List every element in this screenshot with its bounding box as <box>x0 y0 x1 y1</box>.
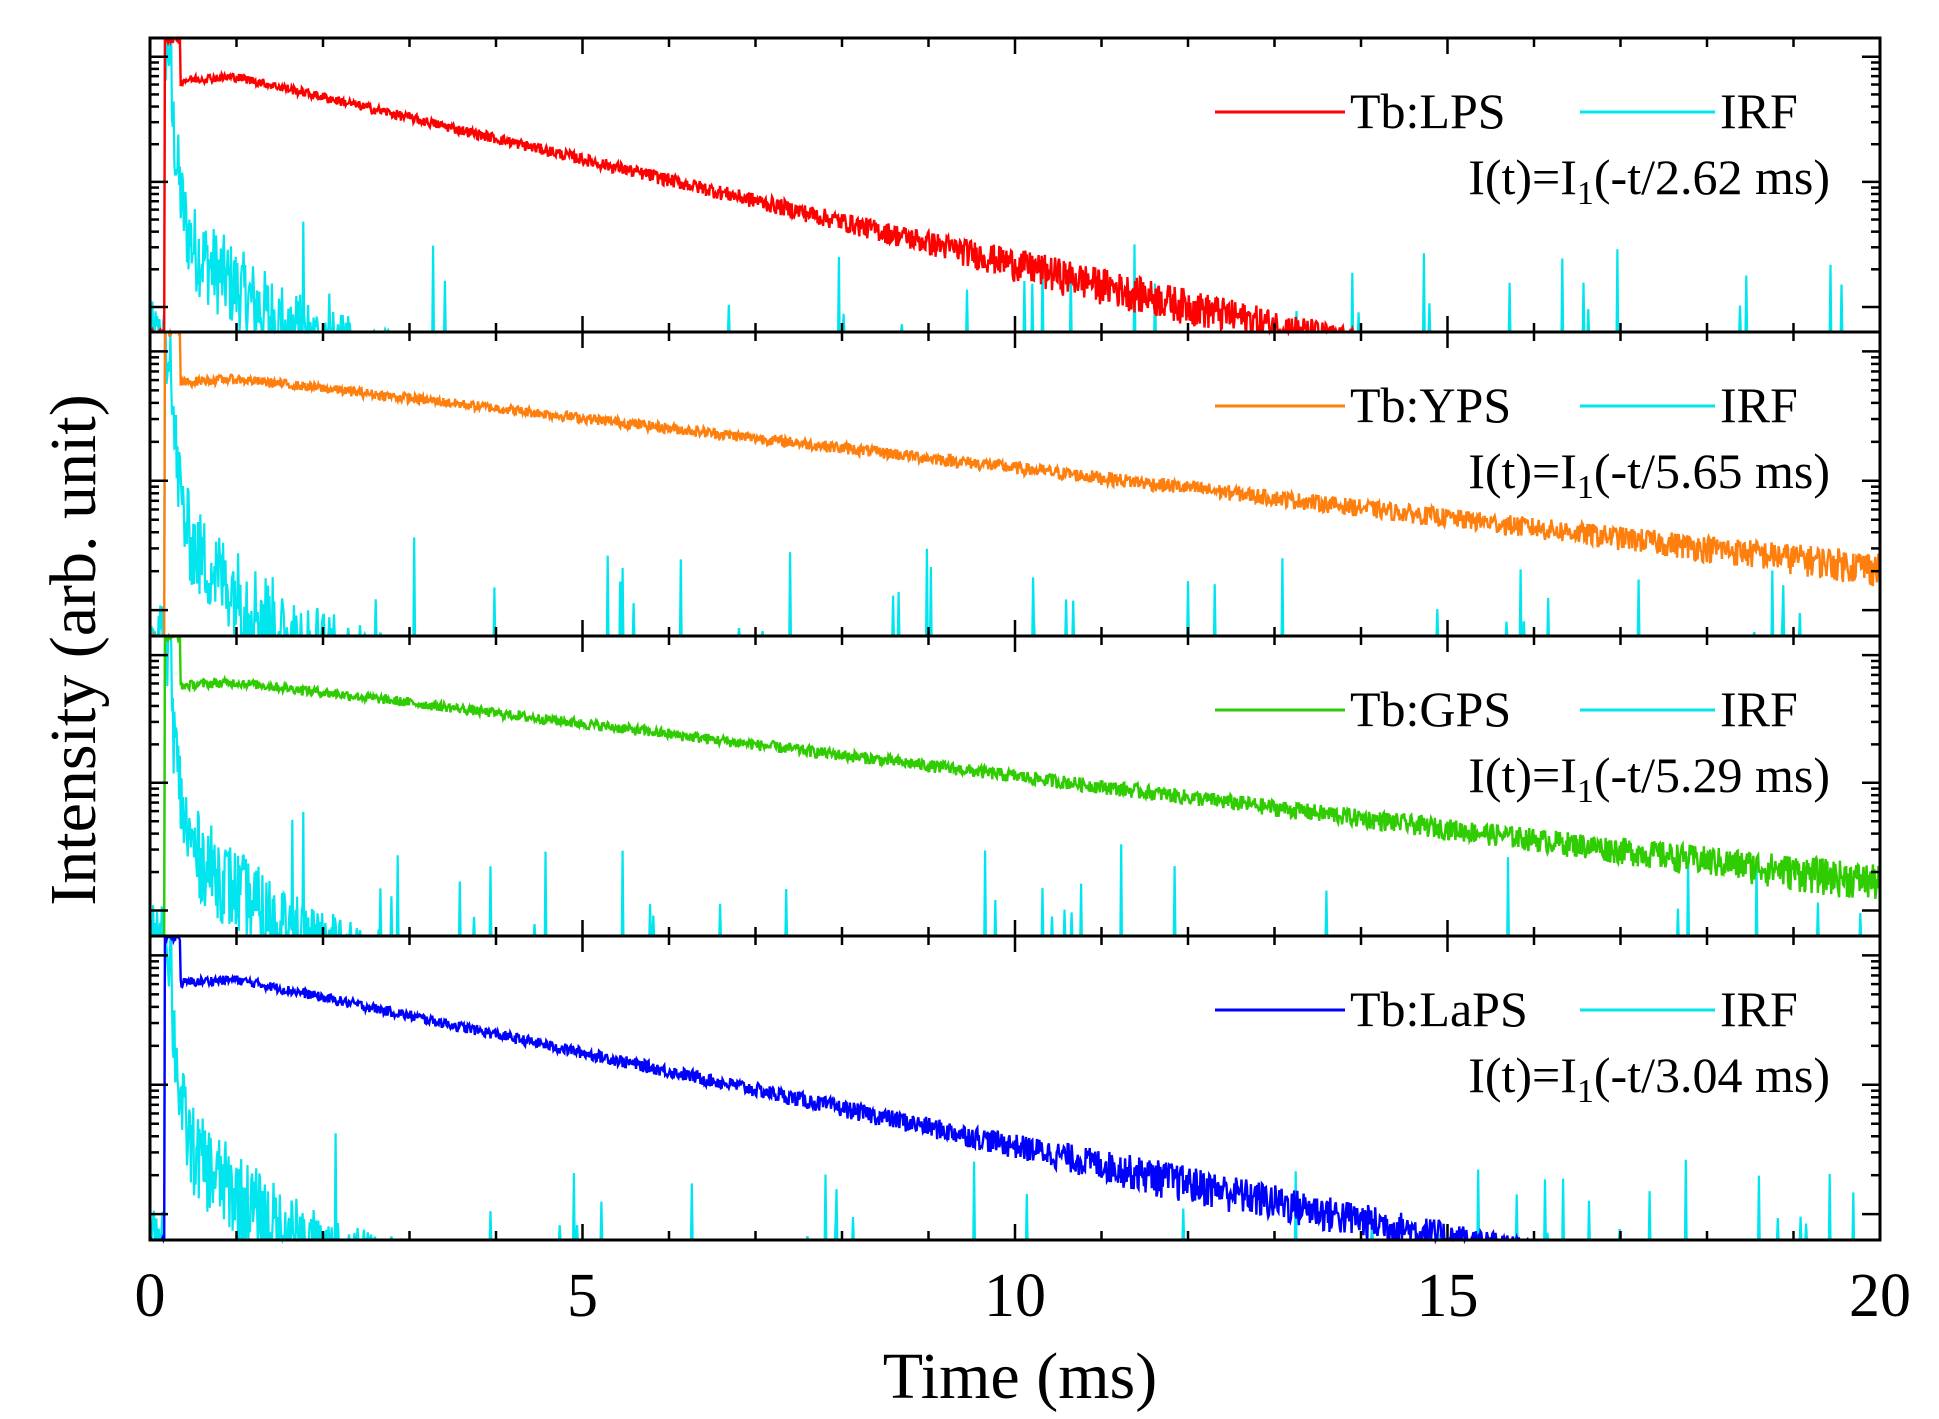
fit-equation: I(t)=I1(-t/5.65 ms) <box>1468 443 1830 506</box>
legend-label-irf: IRF <box>1720 83 1798 139</box>
panel-tb-gps: Tb:GPS IRF I(t)=I1(-t/5.29 ms) <box>148 632 1882 939</box>
legend-label-sample: Tb:GPS <box>1350 681 1511 737</box>
x-tick-label: 10 <box>984 1262 1046 1330</box>
x-tick-label: 5 <box>567 1262 598 1330</box>
panel-tb-yps: Tb:YPS IRF I(t)=I1(-t/5.65 ms) <box>148 327 1882 639</box>
y-axis-label: Intensity (arb. unit) <box>37 394 110 905</box>
decay-trace-tb-yps <box>149 327 1882 638</box>
fit-equation: I(t)=I1(-t/5.29 ms) <box>1468 747 1830 810</box>
x-axis: 0 5 10 15 20 <box>135 1262 1912 1330</box>
panel-tb-lps: Tb:LPS IRF I(t)=I1(-t/2.62 ms) <box>148 36 1882 337</box>
x-tick-label: 20 <box>1849 1262 1911 1330</box>
x-tick-label: 15 <box>1417 1262 1479 1330</box>
legend-label-sample: Tb:LaPS <box>1350 981 1528 1037</box>
panels-group: Tb:LPS IRF I(t)=I1(-t/2.62 ms) Tb:YPS IRF I(t… <box>148 36 1882 1245</box>
x-axis-label: Time (ms) <box>883 1340 1157 1413</box>
legend-label-irf: IRF <box>1720 981 1798 1037</box>
fit-equation: I(t)=I1(-t/3.04 ms) <box>1468 1047 1830 1110</box>
legend-label-irf: IRF <box>1720 377 1798 433</box>
fit-equation: I(t)=I1(-t/2.62 ms) <box>1468 149 1830 212</box>
legend-label-sample: Tb:LPS <box>1350 83 1506 139</box>
x-tick-label: 0 <box>135 1262 166 1330</box>
legend-label-irf: IRF <box>1720 681 1798 737</box>
legend-label-sample: Tb:YPS <box>1350 377 1511 433</box>
decay-trace-tb-gps <box>150 632 1882 938</box>
panel-tb-laps: Tb:LaPS IRF I(t)=I1(-t/3.04 ms) <box>148 933 1882 1245</box>
